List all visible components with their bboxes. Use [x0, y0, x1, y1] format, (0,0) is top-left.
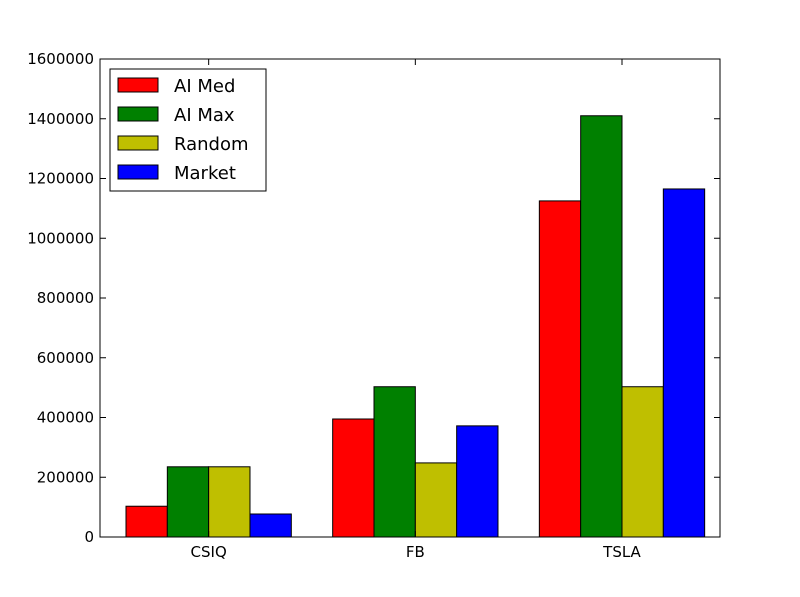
legend-label: AI Max: [174, 105, 235, 126]
bar-market-fb: [456, 425, 499, 538]
x-tick-label-csiq: CSIQ: [191, 543, 227, 561]
bar-ai-max-fb: [373, 386, 416, 538]
x-axis: CSIQ FB TSLA: [191, 59, 642, 561]
bar-random-tsla: [621, 386, 664, 538]
legend-label: AI Med: [174, 76, 235, 97]
y-tick-label: 1000000: [27, 229, 94, 247]
bar-ai-max-tsla: [580, 115, 623, 538]
y-tick-label: 1200000: [27, 170, 94, 188]
legend-swatch-market: [117, 164, 159, 180]
bars-group: [125, 115, 706, 538]
y-tick-label: 1600000: [27, 50, 94, 68]
legend-label: Market: [174, 163, 236, 184]
y-tick-label: 800000: [37, 289, 94, 307]
bar-market-csiq: [249, 513, 292, 538]
y-tick-label: 400000: [37, 409, 94, 427]
y-tick-label: 1400000: [27, 110, 94, 128]
bar-random-csiq: [208, 466, 251, 538]
y-axis: 0 200000 400000 600000 800000 1000000 1200000 1…: [27, 50, 720, 546]
legend-swatch-random: [117, 135, 159, 151]
bar-ai-med-tsla: [538, 200, 582, 538]
legend: AI Med AI Max Random Market: [109, 68, 267, 192]
y-tick-label: 600000: [37, 349, 94, 367]
y-tick-label: 0: [84, 528, 94, 546]
bar-ai-max-csiq: [166, 466, 210, 538]
legend-label: Random: [174, 134, 249, 155]
bar-ai-med-csiq: [125, 505, 168, 538]
bar-random-fb: [414, 462, 458, 538]
y-tick-label: 200000: [37, 468, 94, 486]
x-tick-label-fb: FB: [406, 543, 425, 561]
bar-ai-med-fb: [332, 418, 375, 538]
x-tick-label-tsla: TSLA: [602, 543, 641, 561]
legend-swatch-ai-med: [117, 77, 159, 93]
bar-market-tsla: [662, 188, 706, 538]
legend-swatch-ai-max: [117, 106, 159, 122]
